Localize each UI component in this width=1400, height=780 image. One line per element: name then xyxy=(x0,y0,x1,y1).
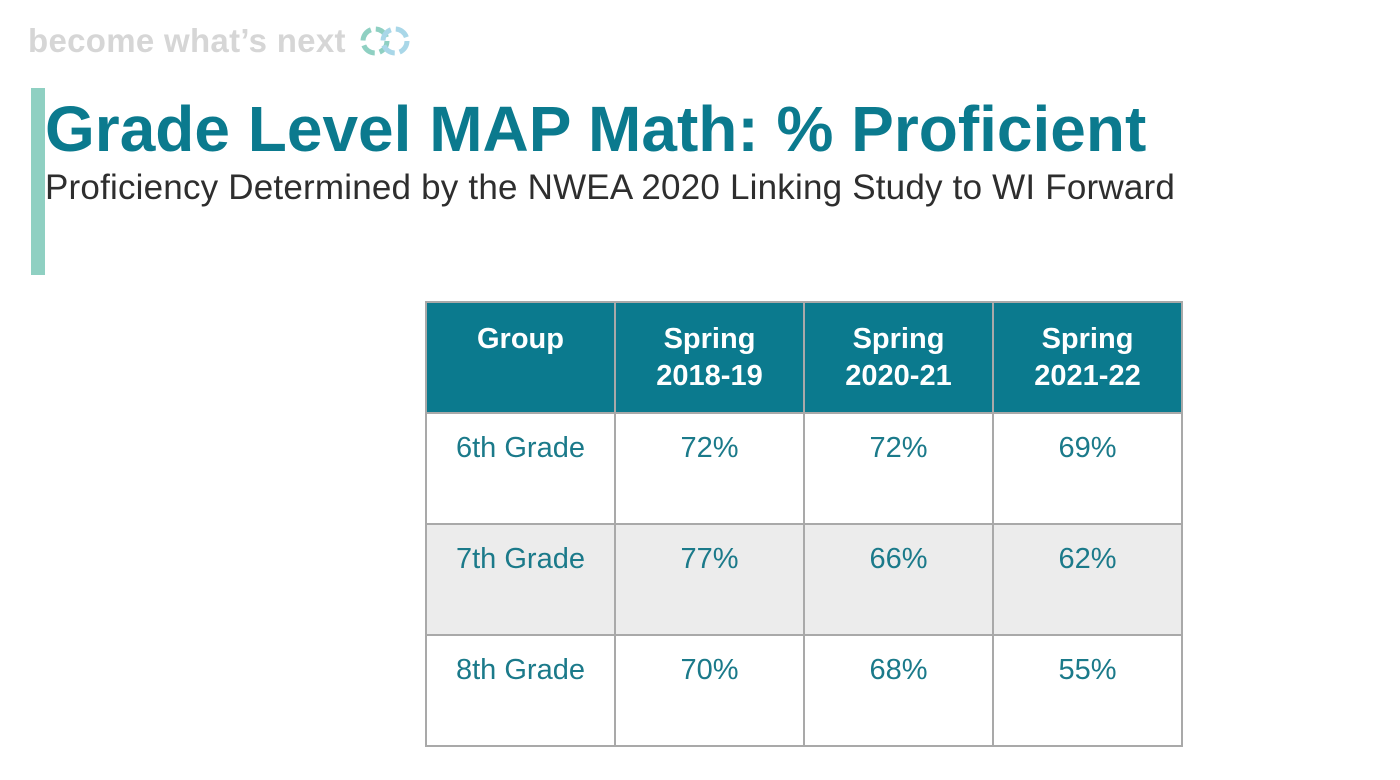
table-row: 6th Grade 72% 72% 69% xyxy=(425,412,1183,525)
tagline-text: become what’s next xyxy=(28,22,346,59)
brand-tagline: become what’s next xyxy=(28,22,414,60)
proficiency-table: Group Spring 2018-19 Spring 2020-21 Spri… xyxy=(425,301,1183,747)
header-spring-2021-22: Spring 2021-22 xyxy=(992,301,1183,414)
header-group: Group xyxy=(425,301,616,414)
value-cell: 77% xyxy=(614,523,805,636)
header-line: 2020-21 xyxy=(845,360,952,392)
header-line: 2021-22 xyxy=(1034,360,1141,392)
table-row: 7th Grade 77% 66% 62% xyxy=(425,523,1183,636)
slide-subtitle: Proficiency Determined by the NWEA 2020 … xyxy=(45,168,1175,207)
header-line: 2018-19 xyxy=(656,360,763,392)
interlocking-rings-logo-icon xyxy=(360,26,410,56)
group-cell: 7th Grade xyxy=(425,523,616,636)
value-cell: 62% xyxy=(992,523,1183,636)
group-cell: 8th Grade xyxy=(425,634,616,747)
value-cell: 69% xyxy=(992,412,1183,525)
header-spring-2020-21: Spring 2020-21 xyxy=(803,301,994,414)
accent-bar xyxy=(31,88,45,275)
value-cell: 70% xyxy=(614,634,805,747)
group-cell: 6th Grade xyxy=(425,412,616,525)
table-row: 8th Grade 70% 68% 55% xyxy=(425,634,1183,747)
header-line: Spring xyxy=(852,323,945,355)
value-cell: 55% xyxy=(992,634,1183,747)
value-cell: 72% xyxy=(803,412,994,525)
table-header-row: Group Spring 2018-19 Spring 2020-21 Spri… xyxy=(425,301,1183,414)
header-line: Group xyxy=(477,323,564,355)
value-cell: 72% xyxy=(614,412,805,525)
header-spring-2018-19: Spring 2018-19 xyxy=(614,301,805,414)
value-cell: 68% xyxy=(803,634,994,747)
slide-title: Grade Level MAP Math: % Proficient xyxy=(45,93,1147,165)
value-cell: 66% xyxy=(803,523,994,636)
header-line: Spring xyxy=(663,323,756,355)
header-line: Spring xyxy=(1041,323,1134,355)
